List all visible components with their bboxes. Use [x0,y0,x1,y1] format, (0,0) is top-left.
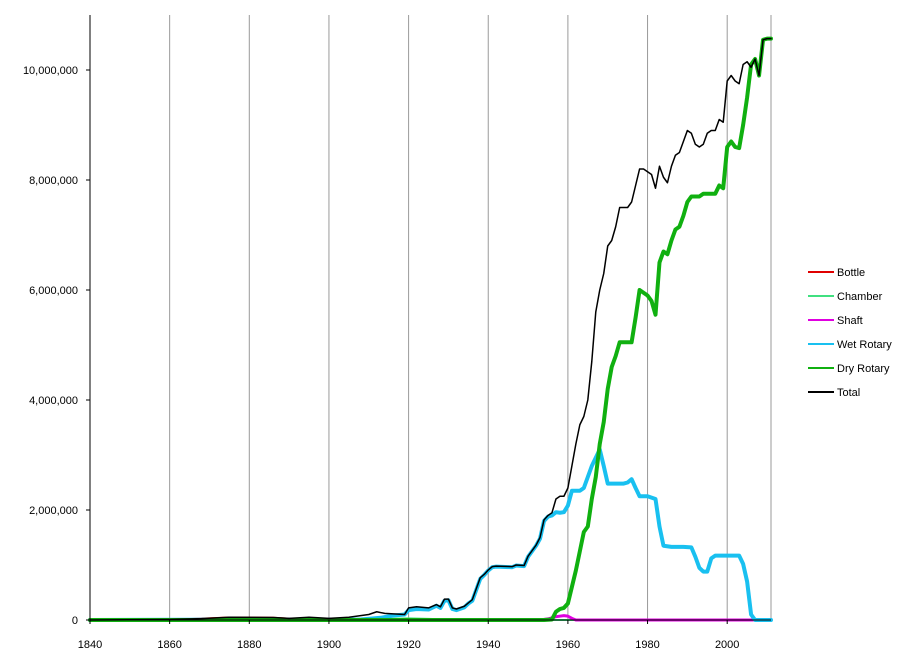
legend-label: Bottle [837,267,865,279]
x-tick-label: 1980 [635,639,659,651]
legend-label: Shaft [837,315,863,327]
x-tick-label: 2000 [715,639,739,651]
x-tick-label: 1860 [157,639,181,651]
legend: Bottle Chamber Shaft Wet Rotary Dry Rotary To… [808,267,892,399]
grid-lines [169,15,772,620]
legend-item-bottle: Bottle [808,267,865,279]
y-tick-label: 8,000,000 [29,175,78,187]
x-tick-label: 1840 [78,639,102,651]
y-tick-label: 10,000,000 [23,65,78,77]
legend-label: Chamber [837,291,883,303]
legend-item-dry-rotary: Dry Rotary [808,363,890,375]
legend-item-wet-rotary: Wet Rotary [808,339,892,351]
series-line-dry-rotary [88,36,773,622]
x-tick-label: 1940 [476,639,500,651]
axes: 0 2,000,000 4,000,000 6,000,000 8,000,000 10,… [23,15,771,651]
legend-label: Total [837,387,860,399]
series-line-total [89,37,772,621]
x-tick-label: 1880 [237,639,261,651]
y-tick-label: 6,000,000 [29,285,78,297]
legend-label: Wet Rotary [837,339,892,351]
x-tick-label: 1960 [556,639,580,651]
legend-item-total: Total [808,387,860,399]
legend-label: Dry Rotary [837,363,890,375]
legend-item-shaft: Shaft [808,315,863,327]
x-tick-label: 1920 [396,639,420,651]
y-tick-label: 4,000,000 [29,395,78,407]
x-tick-label: 1900 [317,639,341,651]
legend-item-chamber: Chamber [808,291,883,303]
y-tick-label: 0 [72,615,78,627]
y-tick-label: 2,000,000 [29,505,78,517]
